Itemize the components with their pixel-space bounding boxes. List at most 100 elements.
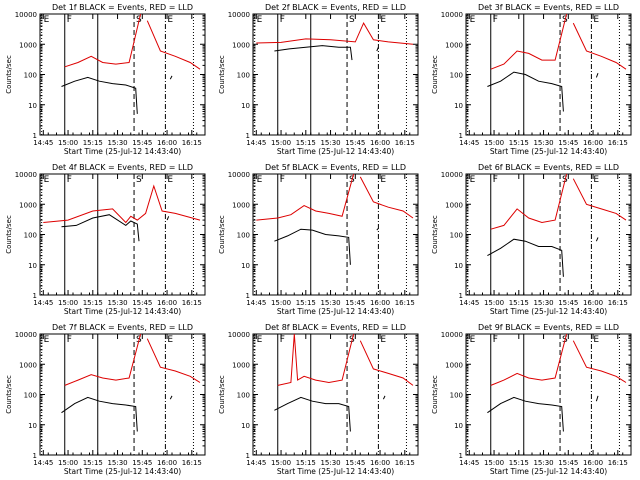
y-tick-label: 100 (450, 72, 463, 80)
panel-8: Det 8f BLACK = Events, RED = LLD 1 10 100 10… (218, 323, 419, 476)
x-tick-label: 14:45 (33, 299, 53, 307)
y-tick-label: 10000 (228, 171, 250, 179)
lld-series-line (490, 334, 568, 386)
lld-series-line (572, 22, 627, 70)
x-tick-label: 16:00 (157, 459, 177, 467)
y-tick-label: 1000 (445, 41, 463, 49)
y-tick-label: 10 (28, 102, 37, 110)
x-tick-label: 15:15 (509, 459, 529, 467)
y-tick-label: 10000 (228, 331, 250, 339)
y-tick-label: 1000 (19, 201, 37, 209)
x-tick-label: 15:45 (345, 459, 365, 467)
x-tick-label: 16:00 (157, 299, 177, 307)
x-tick-label: 15:45 (558, 299, 578, 307)
marker-label: E (380, 175, 386, 185)
x-tick-label: 15:30 (320, 139, 340, 147)
x-tick-label: 15:30 (320, 459, 340, 467)
events-series-line (376, 227, 379, 231)
y-tick-label: 100 (24, 392, 37, 400)
x-tick-label: 15:45 (345, 299, 365, 307)
x-tick-label: 15:00 (484, 459, 504, 467)
panel-6: Det 6f BLACK = Events, RED = LLD 1 10 100 10… (431, 163, 632, 316)
y-tick-label: 1000 (19, 361, 37, 369)
y-tick-label: 10 (454, 422, 463, 430)
lld-series-line (572, 178, 627, 221)
y-tick-label: 10000 (441, 171, 463, 179)
marker-label: E (470, 335, 476, 345)
x-tick-label: 15:00 (58, 139, 78, 147)
panel-2: Det 2f BLACK = Events, RED = LLD 1 10 100 10… (218, 3, 419, 156)
events-series-line (61, 214, 140, 242)
x-tick-label: 14:45 (459, 459, 479, 467)
marker-label: F (67, 15, 72, 25)
x-tick-label: 15:30 (533, 459, 553, 467)
lld-series-line (277, 334, 355, 386)
x-axis-label: Start Time (25-Jul-12 14:43:40) (277, 307, 394, 316)
lld-series-line (43, 184, 201, 224)
x-tick-label: 15:15 (296, 459, 316, 467)
marker-label: F (280, 335, 285, 345)
x-axis-label: Start Time (25-Jul-12 14:43:40) (64, 307, 181, 316)
marker-label: F (67, 175, 72, 185)
x-axis-label: Start Time (25-Jul-12 14:43:40) (64, 467, 181, 476)
lld-series-line (64, 334, 142, 386)
panel-1: Det 1f BLACK = Events, RED = LLD 1 10 100 10… (5, 3, 206, 156)
y-tick-label: 1000 (232, 201, 250, 209)
y-tick-label: 10000 (228, 11, 250, 19)
lld-series-line (490, 14, 568, 70)
y-tick-label: 10 (241, 102, 250, 110)
marker-label: E (470, 175, 476, 185)
y-tick-label: 1 (246, 132, 250, 140)
marker-label: E (593, 175, 599, 185)
events-series-line (376, 47, 379, 52)
y-tick-label: 1 (246, 292, 250, 300)
marker-label: E (167, 15, 173, 25)
x-axis-label: Start Time (25-Jul-12 14:43:40) (64, 147, 181, 156)
events-series-line (382, 395, 386, 400)
events-series-line (487, 71, 564, 112)
x-tick-label: 14:45 (33, 459, 53, 467)
lld-series-line (146, 338, 201, 383)
x-tick-label: 15:15 (296, 299, 316, 307)
y-tick-label: 100 (24, 232, 37, 240)
x-tick-label: 15:30 (533, 299, 553, 307)
x-tick-label: 16:00 (370, 299, 390, 307)
marker-label: E (380, 15, 386, 25)
y-tick-label: 10 (241, 262, 250, 270)
x-tick-label: 16:00 (583, 139, 603, 147)
x-tick-label: 15:00 (58, 459, 78, 467)
x-tick-label: 15:45 (558, 459, 578, 467)
y-tick-label: 10 (28, 262, 37, 270)
panel-title: Det 7f BLACK = Events, RED = LLD (52, 323, 193, 332)
marker-label: S (349, 15, 355, 25)
events-series-line (169, 75, 173, 80)
x-tick-label: 14:45 (246, 139, 266, 147)
lld-series-line (256, 174, 355, 221)
y-tick-label: 10000 (15, 11, 37, 19)
x-tick-label: 16:15 (608, 459, 628, 467)
x-tick-label: 15:45 (132, 299, 152, 307)
lld-series-line (359, 176, 414, 219)
panel-title: Det 1f BLACK = Events, RED = LLD (52, 3, 193, 12)
y-tick-label: 10 (241, 422, 250, 430)
x-tick-label: 15:30 (107, 139, 127, 147)
y-tick-label: 100 (237, 72, 250, 80)
y-tick-label: 1000 (232, 361, 250, 369)
marker-label: E (167, 335, 173, 345)
x-tick-label: 15:30 (107, 299, 127, 307)
y-tick-label: 1000 (19, 41, 37, 49)
x-tick-label: 16:15 (395, 139, 415, 147)
marker-label: E (257, 15, 263, 25)
events-series-line (166, 216, 170, 221)
y-tick-label: 10000 (15, 171, 37, 179)
x-tick-label: 16:00 (370, 139, 390, 147)
marker-label: F (280, 175, 285, 185)
x-tick-label: 15:45 (558, 139, 578, 147)
marker-label: E (593, 335, 599, 345)
x-tick-label: 14:45 (33, 139, 53, 147)
x-tick-label: 15:00 (271, 459, 291, 467)
panel-7: Det 7f BLACK = Events, RED = LLD 1 10 100 10… (5, 323, 206, 476)
y-axis-label: Counts/sec (431, 375, 439, 414)
x-tick-label: 15:45 (345, 139, 365, 147)
y-axis-label: Counts/sec (5, 375, 13, 414)
